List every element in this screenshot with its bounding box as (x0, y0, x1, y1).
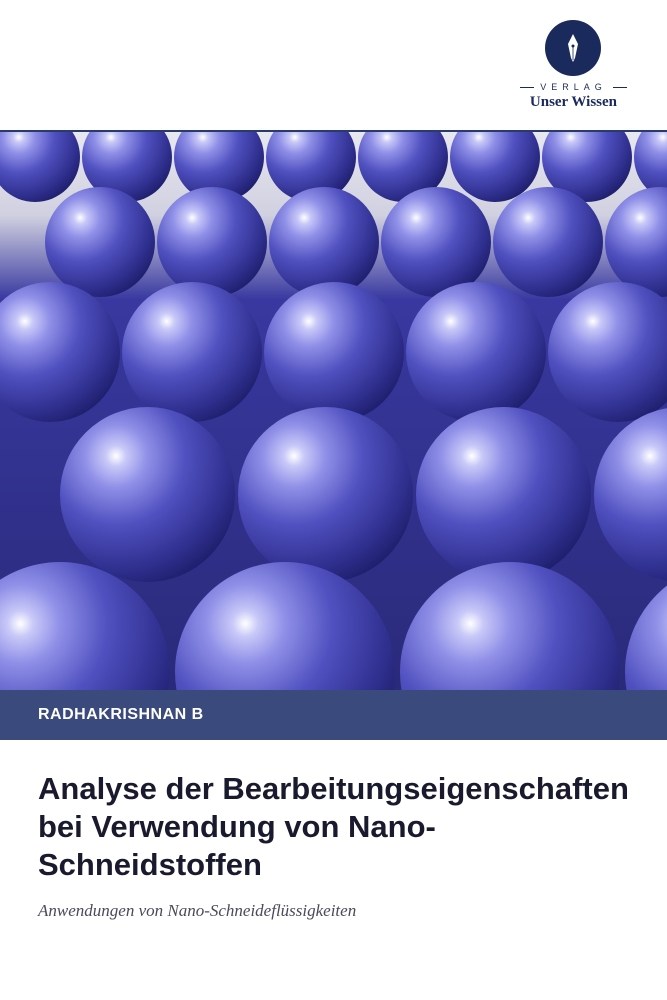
sphere (625, 562, 667, 690)
book-subtitle: Anwendungen von Nano-Schneideflüssigkeit… (38, 901, 629, 921)
sphere (238, 407, 413, 582)
sphere (60, 407, 235, 582)
sphere (400, 562, 620, 690)
pen-nib-icon (563, 32, 583, 64)
sphere (157, 187, 267, 297)
publisher-label: VERLAG (540, 82, 607, 92)
sphere (493, 187, 603, 297)
sphere (605, 187, 667, 297)
title-block: Analyse der Bearbeitungseigenschaften be… (0, 740, 667, 921)
header-bar: VERLAG Unser Wissen (0, 0, 667, 130)
sphere (548, 282, 667, 422)
sphere (406, 282, 546, 422)
author-bar: RADHAKRISHNAN B (0, 690, 667, 740)
sphere (269, 187, 379, 297)
sphere (0, 282, 120, 422)
author-name: RADHAKRISHNAN B (38, 706, 204, 724)
sphere (264, 282, 404, 422)
cover-image (0, 130, 667, 690)
publisher-logo: VERLAG Unser Wissen (530, 20, 617, 111)
sphere (45, 187, 155, 297)
sphere (594, 407, 667, 582)
publisher-name: Unser Wissen (530, 94, 617, 111)
sphere (122, 282, 262, 422)
sphere (416, 407, 591, 582)
sphere (0, 130, 80, 202)
logo-emblem (545, 20, 601, 76)
sphere-grid (0, 132, 667, 690)
sphere (381, 187, 491, 297)
book-title: Analyse der Bearbeitungseigenschaften be… (38, 770, 629, 883)
sphere (175, 562, 395, 690)
